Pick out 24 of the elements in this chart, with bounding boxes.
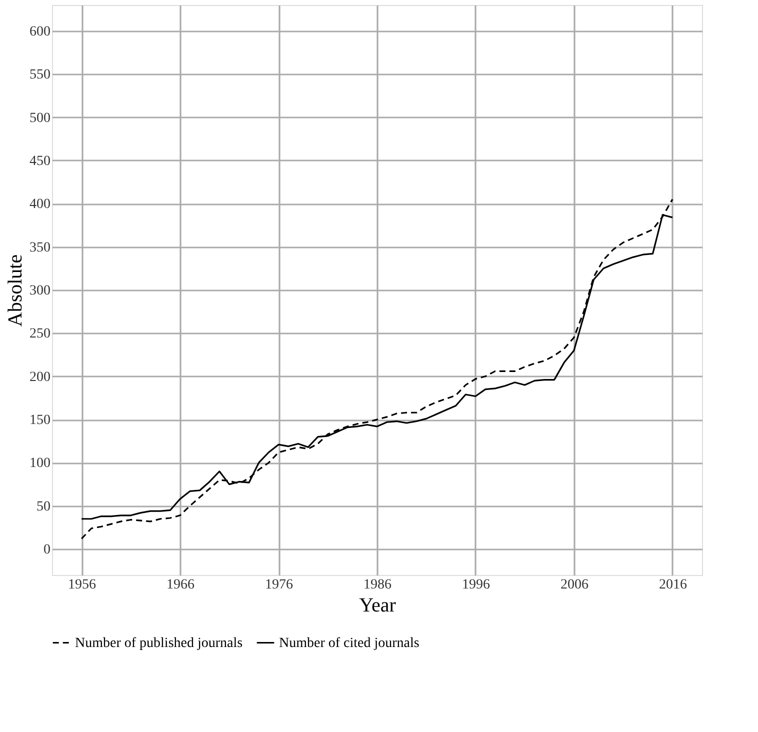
y-axis-title: Absolute <box>4 254 26 327</box>
y-tick-label: 200 <box>30 370 50 385</box>
x-tick-label: 1996 <box>462 578 490 592</box>
y-tick-label: 600 <box>30 24 50 40</box>
y-tick-label: 0 <box>44 542 50 558</box>
y-tick-label: 550 <box>30 68 50 83</box>
y-tick-label: 450 <box>30 154 50 169</box>
x-tick-label: 1966 <box>166 578 195 592</box>
y-tick-label: 350 <box>30 240 50 256</box>
x-tick-label: 1976 <box>265 578 294 592</box>
y-tick-label: 250 <box>30 326 50 342</box>
y-tick-label: 50 <box>36 499 50 514</box>
y-tick-label: 400 <box>30 197 50 212</box>
legend-label: Number of cited journals <box>279 636 420 651</box>
x-tick-label: 2016 <box>658 578 687 592</box>
legend-label: Number of published journals <box>75 636 243 651</box>
y-tick-label: 150 <box>30 413 50 428</box>
x-tick-label: 1986 <box>364 578 392 592</box>
x-axis-title: Year <box>359 594 396 616</box>
x-tick-label: 2006 <box>560 578 588 592</box>
y-tick-label: 300 <box>30 284 50 298</box>
y-tick-label: 500 <box>30 110 50 126</box>
y-tick-label: 100 <box>30 456 50 472</box>
x-tick-label: 1956 <box>68 578 96 592</box>
